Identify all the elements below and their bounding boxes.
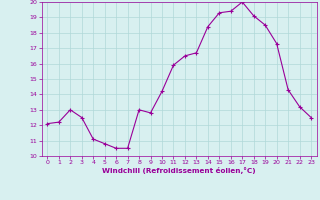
- X-axis label: Windchill (Refroidissement éolien,°C): Windchill (Refroidissement éolien,°C): [102, 167, 256, 174]
